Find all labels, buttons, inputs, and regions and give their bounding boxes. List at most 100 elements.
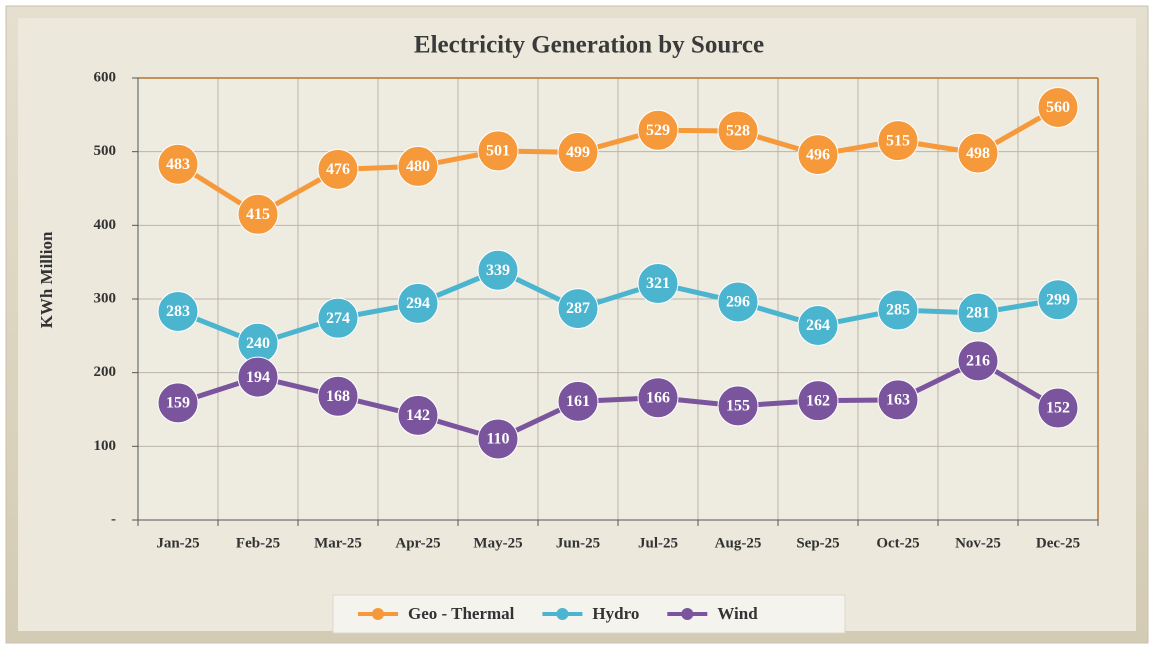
data-label: 483 — [166, 156, 190, 173]
data-label: 498 — [966, 145, 990, 162]
marker — [557, 380, 599, 422]
legend-marker — [372, 608, 384, 620]
data-label: 162 — [806, 392, 830, 409]
x-tick-label: May-25 — [473, 535, 522, 551]
marker — [317, 375, 359, 417]
legend-label: Wind — [717, 604, 758, 623]
marker — [637, 109, 679, 151]
data-label: 168 — [326, 388, 350, 405]
data-label: 501 — [486, 143, 510, 160]
marker — [637, 263, 679, 305]
data-label: 155 — [726, 397, 750, 414]
y-tick-label: 600 — [94, 69, 117, 85]
legend-marker — [681, 608, 694, 620]
marker — [397, 282, 439, 324]
x-tick-label: Jun-25 — [556, 535, 600, 551]
data-label: 296 — [726, 294, 750, 311]
data-label: 281 — [966, 305, 990, 322]
data-label: 159 — [166, 395, 190, 412]
marker — [1037, 387, 1079, 429]
x-tick-label: Sep-25 — [796, 535, 839, 551]
data-label: 240 — [246, 335, 270, 352]
legend-label: Hydro — [592, 604, 639, 623]
marker — [717, 281, 759, 323]
legend-label: Geo - Thermal — [408, 604, 515, 623]
marker — [237, 193, 279, 235]
marker — [237, 356, 279, 398]
data-label: 560 — [1046, 99, 1070, 116]
data-label: 285 — [886, 302, 910, 319]
marker — [157, 143, 199, 185]
marker — [477, 249, 519, 291]
data-label: 415 — [246, 206, 270, 223]
data-label: 294 — [406, 295, 430, 312]
x-tick-label: Aug-25 — [715, 535, 762, 551]
x-tick-label: Nov-25 — [955, 535, 1001, 551]
data-label: 496 — [806, 146, 830, 163]
y-tick-label: 200 — [94, 364, 117, 380]
data-label: 194 — [246, 369, 270, 386]
y-tick-label: 500 — [94, 143, 117, 159]
marker — [557, 288, 599, 330]
data-label: 283 — [166, 303, 190, 320]
marker — [157, 382, 199, 424]
marker — [797, 305, 839, 347]
marker — [1037, 279, 1079, 321]
data-label: 287 — [566, 300, 590, 317]
chart-title: Electricity Generation by Source — [414, 32, 764, 59]
data-label: 152 — [1046, 400, 1070, 417]
data-label: 166 — [646, 389, 670, 406]
y-tick-label: - — [111, 511, 116, 527]
marker — [797, 134, 839, 176]
x-tick-label: Mar-25 — [314, 535, 362, 551]
x-tick-label: Apr-25 — [395, 535, 440, 551]
marker — [477, 418, 519, 460]
x-tick-label: Jan-25 — [156, 535, 199, 551]
marker — [957, 132, 999, 174]
y-axis-label: KWh Million — [37, 231, 56, 328]
marker — [637, 377, 679, 419]
marker — [397, 394, 439, 436]
marker — [1037, 86, 1079, 128]
data-label: 499 — [566, 144, 590, 161]
y-tick-label: 100 — [94, 438, 117, 454]
x-tick-label: Feb-25 — [236, 535, 280, 551]
legend-marker — [556, 608, 569, 620]
marker — [717, 385, 759, 427]
marker — [317, 148, 359, 190]
data-label: 163 — [886, 392, 910, 409]
data-label: 476 — [326, 161, 350, 178]
y-tick-label: 400 — [94, 217, 117, 233]
data-label: 529 — [646, 122, 670, 139]
data-label: 321 — [646, 275, 670, 292]
marker — [957, 292, 999, 334]
marker — [717, 110, 759, 152]
marker — [397, 145, 439, 187]
y-tick-label: 300 — [94, 290, 117, 306]
marker — [557, 131, 599, 173]
data-label: 216 — [966, 353, 990, 370]
marker — [877, 289, 919, 331]
data-label: 142 — [406, 407, 430, 424]
x-tick-label: Jul-25 — [638, 535, 678, 551]
data-label: 480 — [406, 158, 430, 175]
data-label: 299 — [1046, 291, 1070, 308]
marker — [877, 120, 919, 162]
marker — [957, 340, 999, 382]
data-label: 274 — [326, 310, 350, 327]
data-label: 264 — [806, 317, 830, 334]
x-tick-label: Dec-25 — [1036, 535, 1080, 551]
marker — [877, 379, 919, 421]
marker — [157, 291, 199, 333]
data-label: 161 — [566, 393, 590, 410]
data-label: 339 — [486, 262, 510, 279]
data-label: 528 — [726, 123, 750, 140]
data-label: 515 — [886, 132, 910, 149]
data-label: 110 — [486, 431, 509, 448]
legend — [332, 594, 846, 634]
marker — [797, 380, 839, 422]
marker — [477, 130, 519, 172]
marker — [317, 297, 359, 339]
x-tick-label: Oct-25 — [876, 535, 919, 551]
